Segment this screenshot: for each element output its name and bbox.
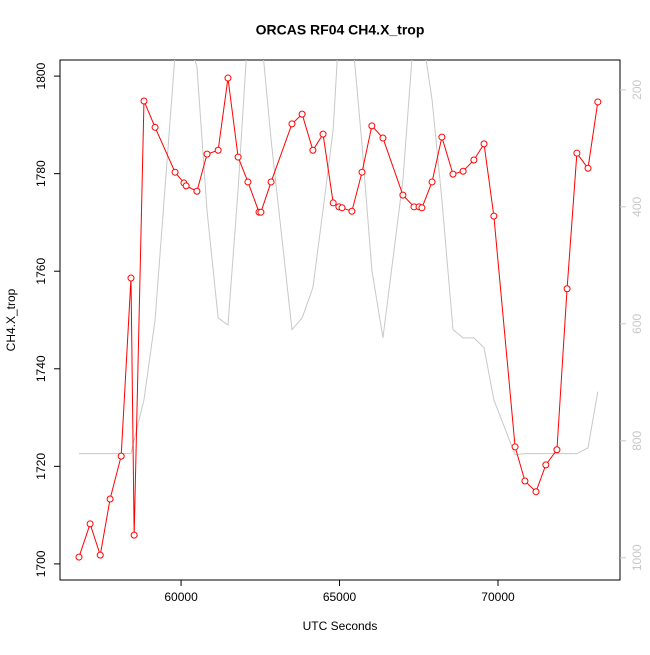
data-point xyxy=(573,149,581,157)
y-tick-label: 1740 xyxy=(34,355,48,382)
data-point xyxy=(234,153,242,161)
y2-tick-label: 1000 xyxy=(630,544,644,571)
data-point xyxy=(319,130,327,138)
data-point xyxy=(348,207,356,215)
y-tick-label: 1760 xyxy=(34,258,48,285)
data-point xyxy=(193,187,201,195)
y-tick-label: 1780 xyxy=(34,160,48,187)
data-point xyxy=(338,204,346,212)
data-point xyxy=(171,168,179,176)
x-tick-label: 65000 xyxy=(323,590,357,604)
y-tick-label: 1700 xyxy=(34,550,48,577)
data-point xyxy=(140,97,148,105)
y-axis-label: CH4.X_trop xyxy=(4,288,18,351)
y-tick-label: 1800 xyxy=(34,62,48,89)
data-point xyxy=(553,446,561,454)
data-point xyxy=(470,156,478,164)
y2-tick-label: 600 xyxy=(630,313,644,333)
data-point xyxy=(428,178,436,186)
data-point xyxy=(542,461,550,469)
data-point xyxy=(532,488,540,496)
data-point xyxy=(584,164,592,172)
chart-title: ORCAS RF04 CH4.X_trop xyxy=(256,22,425,38)
y2-tick-label: 800 xyxy=(630,430,644,450)
y2-tick-label: 400 xyxy=(630,196,644,216)
y2-tick-label: 200 xyxy=(630,79,644,99)
series-line xyxy=(78,77,599,558)
data-point xyxy=(96,551,104,559)
data-point xyxy=(203,150,211,158)
x-tick-label: 60000 xyxy=(164,590,198,604)
data-point xyxy=(480,140,488,148)
data-point xyxy=(182,182,190,190)
data-point xyxy=(563,285,571,293)
data-point xyxy=(86,520,94,528)
data-point xyxy=(127,274,135,282)
data-point xyxy=(224,74,232,82)
data-point xyxy=(329,199,337,207)
data-point xyxy=(594,98,602,106)
y-tick-label: 1720 xyxy=(34,453,48,480)
data-point xyxy=(521,477,529,485)
data-point xyxy=(267,178,275,186)
data-point xyxy=(368,122,376,130)
data-point xyxy=(379,134,387,142)
data-point xyxy=(511,443,519,451)
data-point xyxy=(214,146,222,154)
data-point xyxy=(418,204,426,212)
plot-frame xyxy=(59,59,621,581)
x-tick-label: 70000 xyxy=(481,590,515,604)
data-point xyxy=(459,167,467,175)
data-point xyxy=(298,110,306,118)
data-point xyxy=(449,170,457,178)
data-point xyxy=(130,531,138,539)
data-point xyxy=(358,168,366,176)
data-point xyxy=(106,495,114,503)
data-point xyxy=(288,120,296,128)
data-point xyxy=(244,178,252,186)
x-axis-label: UTC Seconds xyxy=(303,619,378,633)
data-point xyxy=(309,146,317,154)
data-point xyxy=(490,212,498,220)
data-point xyxy=(438,133,446,141)
data-point xyxy=(75,553,83,561)
data-point xyxy=(151,123,159,131)
pressure-line xyxy=(79,60,599,456)
data-point xyxy=(257,208,265,216)
data-point xyxy=(399,191,407,199)
data-point xyxy=(117,452,125,460)
